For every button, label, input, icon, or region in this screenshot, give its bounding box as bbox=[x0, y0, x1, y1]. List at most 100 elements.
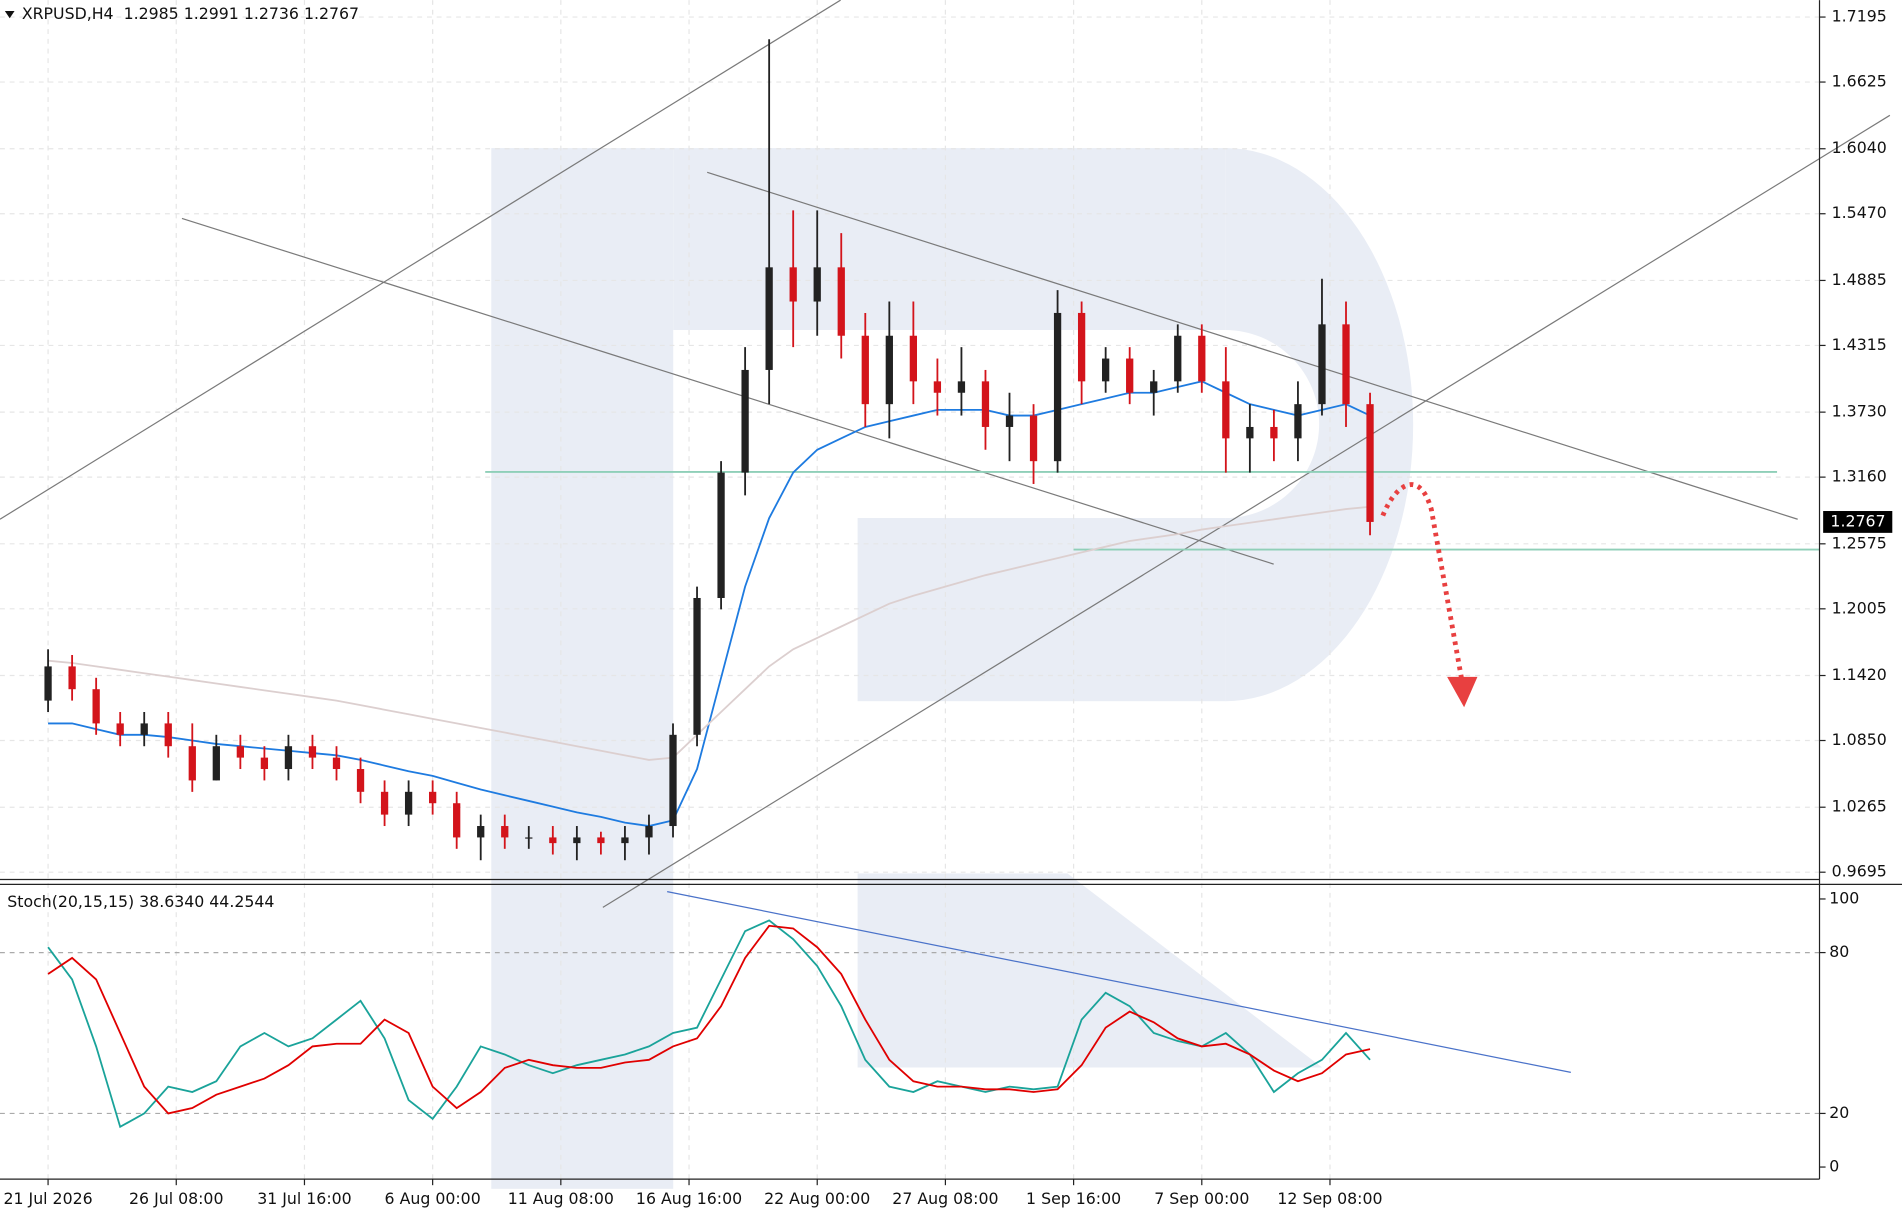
y-tick-label: 1.4315 bbox=[1832, 335, 1887, 354]
candle-body bbox=[308, 746, 317, 758]
watermark-logo bbox=[491, 148, 1414, 1189]
candle-body bbox=[236, 746, 244, 758]
y-tick-label: 1.4885 bbox=[1832, 270, 1887, 289]
y-tick-label: 0.9695 bbox=[1832, 862, 1887, 881]
candle-body bbox=[453, 803, 461, 838]
candle-body bbox=[717, 472, 725, 598]
candle-body bbox=[813, 267, 821, 302]
y-tick-label: 1.2575 bbox=[1832, 533, 1887, 552]
current-price-tag bbox=[1823, 511, 1893, 533]
symbol-header: XRPUSD,H4 1.2985 1.2991 1.2736 1.2767 bbox=[22, 4, 359, 23]
candle-body bbox=[645, 826, 653, 838]
candle-body bbox=[140, 723, 148, 735]
y-tick-label: 1.3730 bbox=[1832, 402, 1887, 421]
candle-body bbox=[429, 791, 437, 804]
candle-body bbox=[1150, 381, 1158, 393]
y-tick-label: 80 bbox=[1829, 942, 1849, 961]
candle-body bbox=[212, 746, 220, 781]
candle-body bbox=[933, 381, 942, 393]
candle-body bbox=[1294, 404, 1302, 439]
candle-body bbox=[68, 666, 76, 690]
candle-body bbox=[765, 267, 773, 370]
candle-body bbox=[1077, 312, 1086, 382]
candle-body bbox=[92, 689, 100, 724]
candle-body bbox=[1198, 335, 1206, 382]
y-tick-label: 1.6040 bbox=[1832, 138, 1887, 157]
candle-body bbox=[837, 267, 845, 336]
y-tick-label: 20 bbox=[1829, 1103, 1849, 1122]
x-tick-label: 1 Sep 16:00 bbox=[1026, 1189, 1121, 1208]
candle-body bbox=[477, 826, 485, 838]
candle-body bbox=[188, 746, 196, 781]
candle-body bbox=[1102, 358, 1110, 382]
x-tick-label: 21 Jul 2026 bbox=[4, 1189, 93, 1208]
y-tick-label: 1.0850 bbox=[1832, 730, 1887, 749]
candle-body bbox=[789, 267, 797, 302]
candle-body bbox=[164, 723, 172, 747]
candle-body bbox=[501, 826, 509, 838]
y-tick-label: 1.7195 bbox=[1832, 7, 1887, 26]
candle-body bbox=[597, 837, 605, 844]
frame bbox=[0, 0, 1902, 1180]
x-tick-label: 16 Aug 16:00 bbox=[636, 1189, 742, 1208]
x-tick-label: 11 Aug 08:00 bbox=[508, 1189, 614, 1208]
candle-body bbox=[669, 734, 677, 827]
y-tick-label: 0 bbox=[1829, 1157, 1839, 1176]
candle-body bbox=[116, 723, 124, 735]
y-tick-label: 100 bbox=[1829, 888, 1859, 907]
candle-body bbox=[404, 791, 413, 815]
candle-body bbox=[1246, 426, 1254, 439]
candle-body bbox=[693, 597, 701, 735]
candle-body bbox=[1270, 426, 1278, 439]
candle-body bbox=[885, 335, 893, 405]
moving-average bbox=[47, 505, 1371, 761]
candle-body bbox=[44, 666, 52, 701]
y-tick-label: 1.1420 bbox=[1832, 665, 1887, 684]
candle-body bbox=[380, 791, 389, 815]
candle-body bbox=[1342, 324, 1350, 405]
x-tick-label: 6 Aug 00:00 bbox=[385, 1189, 481, 1208]
indicator-header: Stoch(20,15,15) 38.6340 44.2544 bbox=[7, 892, 274, 911]
plot bbox=[44, 39, 1374, 1129]
x-tick-label: 26 Jul 08:00 bbox=[129, 1189, 223, 1208]
x-tick-label: 22 Aug 00:00 bbox=[764, 1189, 870, 1208]
candle-body bbox=[1053, 312, 1062, 462]
axes: 21 Jul 2026 26 Jul 08:00 31 Jul 16:00 6 Aug… bbox=[4, 7, 1893, 1208]
candle-body bbox=[356, 769, 365, 792]
candle-body bbox=[1005, 415, 1014, 427]
trendlines bbox=[0, 0, 1891, 908]
stoch-line bbox=[47, 919, 1371, 1129]
candle-body bbox=[573, 837, 581, 844]
x-tick-label: 31 Jul 16:00 bbox=[257, 1189, 351, 1208]
menu-icon[interactable] bbox=[4, 10, 15, 19]
y-tick-label: 1.2005 bbox=[1832, 598, 1887, 617]
candle-body bbox=[981, 381, 990, 427]
candle-body bbox=[332, 757, 341, 770]
y-tick-label: 1.0265 bbox=[1832, 797, 1887, 816]
candle-body bbox=[549, 837, 557, 844]
x-tick-label: 27 Aug 08:00 bbox=[892, 1189, 998, 1208]
y-tick-label: 1.3160 bbox=[1832, 467, 1887, 486]
candle-body bbox=[861, 335, 869, 405]
current-price-label: 1.2767 bbox=[1830, 511, 1885, 530]
candle-body bbox=[1318, 324, 1326, 405]
candle-body bbox=[525, 837, 533, 839]
candle-body bbox=[957, 381, 966, 393]
candle-body bbox=[1126, 358, 1134, 393]
forecast-arrow bbox=[1380, 482, 1478, 708]
y-tick-label: 1.5470 bbox=[1832, 203, 1887, 222]
x-tick-label: 7 Sep 00:00 bbox=[1154, 1189, 1249, 1208]
stoch-line bbox=[47, 924, 1371, 1115]
candle-body bbox=[909, 335, 918, 382]
candle-body bbox=[284, 746, 293, 770]
candle-body bbox=[260, 757, 269, 770]
candle-body bbox=[1222, 381, 1230, 439]
candle-body bbox=[1366, 404, 1374, 522]
x-tick-label: 12 Sep 08:00 bbox=[1277, 1189, 1382, 1208]
candle-body bbox=[621, 837, 629, 844]
stoch-trendline bbox=[667, 891, 1571, 1073]
candle-body bbox=[741, 369, 749, 473]
y-tick-label: 1.6625 bbox=[1832, 72, 1887, 91]
